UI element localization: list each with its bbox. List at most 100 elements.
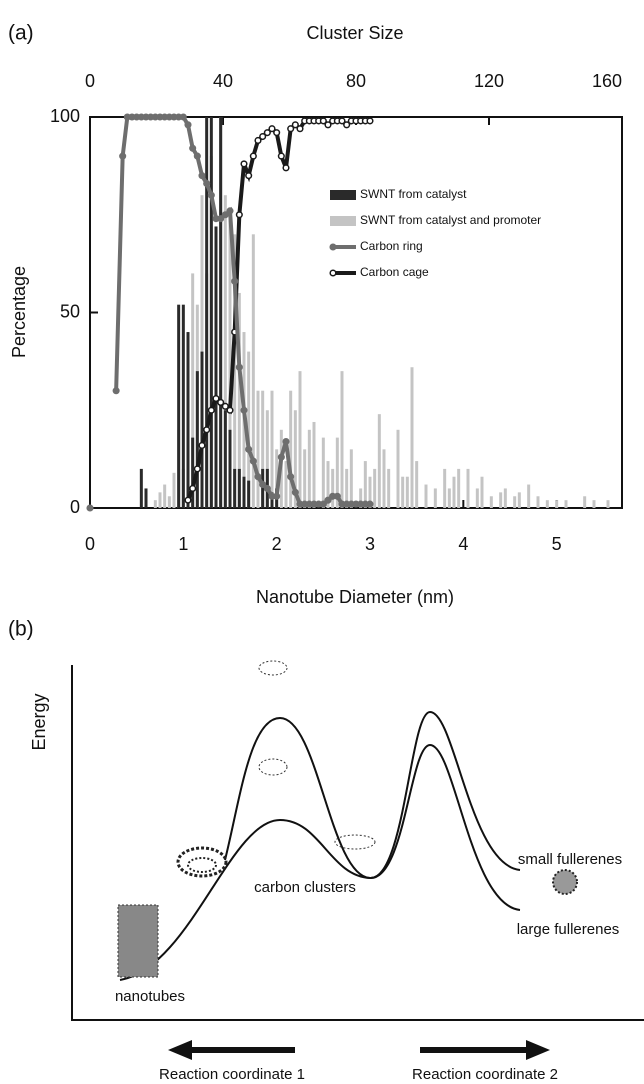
x-tick-label: 1 — [178, 534, 188, 554]
arrow-head — [168, 1040, 192, 1060]
fullerene-icon — [552, 869, 578, 895]
tube-cap-icon — [176, 846, 228, 878]
bar — [415, 461, 419, 508]
marker — [86, 504, 94, 512]
bar — [345, 468, 349, 508]
bar — [513, 496, 517, 508]
bar — [564, 500, 568, 508]
cluster-icon — [334, 834, 376, 850]
marker — [226, 406, 234, 414]
arrow-label: Reaction coordinate 1 — [159, 1066, 305, 1083]
marker — [333, 492, 341, 500]
nanotube-icon — [117, 904, 159, 978]
bar — [466, 468, 470, 508]
marker — [203, 179, 211, 188]
marker — [291, 488, 299, 496]
bar — [223, 195, 227, 508]
bar — [270, 492, 274, 508]
marker — [189, 484, 197, 493]
marker — [119, 152, 127, 160]
marker — [226, 207, 234, 215]
bar — [499, 492, 503, 508]
marker — [282, 437, 290, 446]
marker — [189, 144, 197, 152]
ring-icon — [258, 758, 288, 776]
label: large fullerenes — [517, 921, 620, 938]
ring-icon — [258, 660, 288, 676]
marker — [207, 191, 215, 199]
bar — [186, 332, 190, 508]
marker — [249, 152, 257, 160]
bar — [256, 390, 260, 508]
marker — [184, 496, 192, 504]
marker — [198, 172, 206, 180]
bar — [289, 390, 293, 508]
bar — [270, 390, 274, 508]
bar — [606, 500, 610, 508]
x2-tick-label: 0 — [85, 71, 95, 91]
x-tick-label: 0 — [85, 534, 95, 554]
marker — [259, 133, 267, 141]
legend-swatch — [330, 216, 356, 226]
bar — [424, 484, 428, 508]
bar — [555, 500, 559, 508]
panel-label: (a) — [8, 22, 34, 45]
bar — [489, 496, 493, 508]
marker — [287, 473, 295, 481]
y-axis-label: Percentage — [9, 266, 29, 358]
marker — [277, 152, 285, 160]
marker — [343, 121, 351, 129]
bar — [237, 468, 241, 508]
marker — [249, 457, 257, 465]
bar — [527, 484, 531, 508]
x2-tick-label: 80 — [346, 71, 366, 91]
bar — [275, 449, 279, 508]
marker — [291, 121, 299, 129]
bar — [177, 304, 181, 508]
bar — [200, 195, 204, 508]
bar — [172, 472, 176, 508]
x2-tick-label: 160 — [592, 71, 622, 91]
marker — [240, 160, 248, 168]
marker — [217, 215, 225, 223]
bar — [214, 226, 218, 509]
plot-frame — [89, 116, 623, 509]
marker — [273, 129, 281, 137]
marker — [179, 113, 187, 121]
marker — [319, 117, 327, 125]
marker — [296, 125, 304, 133]
upper-curve — [224, 710, 521, 880]
marker — [193, 465, 201, 473]
bar — [340, 371, 344, 508]
marker — [263, 129, 271, 137]
bar — [247, 351, 251, 508]
bar — [284, 461, 288, 508]
bar — [307, 429, 311, 508]
marker — [245, 445, 253, 453]
bar — [191, 273, 195, 508]
marker — [212, 394, 220, 403]
bar — [205, 117, 209, 508]
bar — [321, 437, 325, 508]
marker — [254, 473, 262, 481]
marker — [259, 480, 267, 489]
bar — [335, 437, 339, 508]
marker — [268, 125, 276, 133]
marker — [217, 398, 225, 406]
bar — [517, 492, 521, 508]
arrow-head — [526, 1040, 550, 1060]
bar — [247, 480, 251, 508]
bar — [433, 488, 437, 508]
bar — [359, 488, 363, 508]
bar — [163, 484, 167, 508]
bar — [377, 414, 381, 508]
y-tick-label: 50 — [60, 301, 80, 321]
y-tick-label: 100 — [50, 106, 80, 126]
bar — [139, 468, 143, 508]
marker — [221, 211, 229, 219]
bar — [158, 492, 162, 508]
legend-label: Carbon ring — [360, 239, 423, 253]
bar — [293, 410, 297, 508]
marker — [277, 453, 285, 461]
